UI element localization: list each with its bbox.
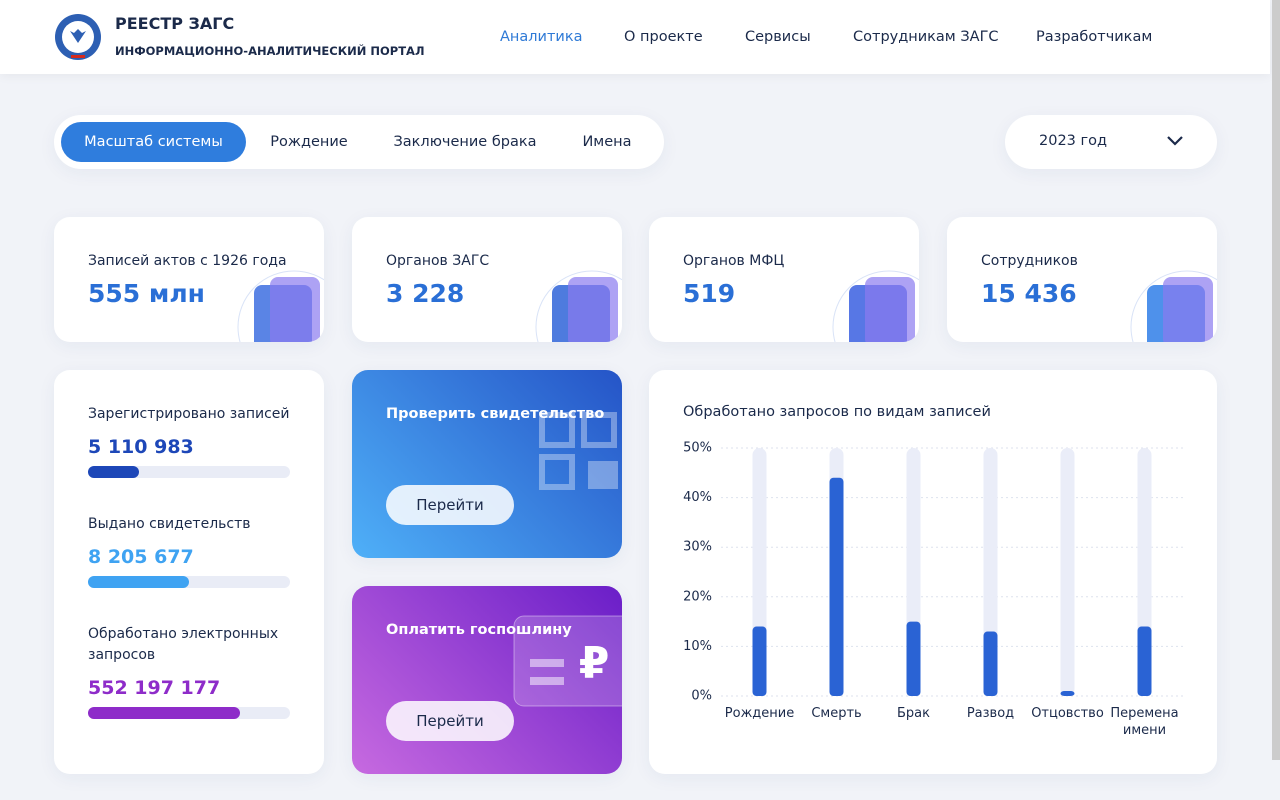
action-title: Оплатить госпошлину: [386, 622, 572, 638]
year-select[interactable]: 2023 год: [1005, 115, 1217, 169]
x-tick-label: Брак: [897, 706, 930, 721]
y-tick-label: 40%: [683, 490, 712, 505]
site-subtitle: ИНФОРМАЦИОННО-АНАЛИТИЧЕСКИЙ ПОРТАЛ: [115, 44, 425, 58]
y-tick-label: 50%: [683, 441, 712, 456]
progress-fill: [88, 576, 189, 588]
y-tick-label: 0%: [691, 689, 712, 704]
ruble-icon: ₽: [513, 615, 622, 707]
chevron: [1167, 136, 1183, 146]
stat-icon: [1130, 270, 1217, 342]
stat-value: 3 228: [386, 279, 465, 308]
nav-link[interactable]: Сервисы: [745, 29, 811, 45]
scrollbar[interactable]: [1272, 0, 1280, 760]
icon-shape: [865, 277, 915, 342]
stat-icon: [832, 270, 919, 342]
action-button[interactable]: Перейти: [386, 485, 514, 525]
progress-track: [88, 707, 290, 719]
y-tick-label: 30%: [683, 540, 712, 555]
stat-label: Органов МФЦ: [683, 253, 785, 269]
nav-link[interactable]: Сотрудникам ЗАГС: [853, 29, 999, 45]
stat-card: Записей актов с 1926 года 555 млн: [54, 217, 324, 342]
nav-link[interactable]: Аналитика: [500, 29, 583, 45]
x-tick-label: Рождение: [724, 706, 795, 721]
stat-value: 15 436: [981, 279, 1077, 308]
x-tick-label: Развод: [966, 706, 1015, 721]
chart-card: Обработано запросов по видам записей 0% 1…: [649, 370, 1217, 774]
progress-value: 552 197 177: [88, 677, 221, 699]
stat-icon: [535, 270, 622, 342]
stat-label: Органов ЗАГС: [386, 253, 490, 269]
stat-card: Сотрудников 15 436: [947, 217, 1217, 342]
progress-value: 8 205 677: [88, 546, 194, 568]
y-tick-label: 10%: [683, 639, 712, 654]
logo: [55, 14, 101, 60]
icon-shape: [568, 277, 618, 342]
year-value: 2023 год: [1039, 133, 1108, 149]
tab[interactable]: Имена: [582, 134, 632, 150]
progress-label: Обработано электронных запросов: [88, 626, 279, 663]
svg-text:₽: ₽: [579, 638, 610, 689]
icon-ring: [1130, 270, 1217, 342]
stat-card: Органов МФЦ 519: [649, 217, 919, 342]
progress-fill: [88, 707, 240, 719]
icon-shape: [1163, 277, 1213, 342]
action-title: Проверить свидетельство: [386, 406, 605, 422]
progress-card: Зарегистрировано записей 5 110 983 Выдано …: [54, 370, 324, 774]
tab[interactable]: Заключение брака: [393, 134, 537, 150]
progress-track: [88, 576, 290, 588]
tab[interactable]: Рождение: [270, 134, 348, 150]
chart-title: Обработано запросов по видам записей: [683, 404, 991, 420]
icon-shape: [270, 277, 320, 342]
chart: 0% 10% 20% 30% 40% 50%: [683, 441, 1183, 704]
icon-ring: [832, 270, 919, 342]
icon-ring: [237, 270, 324, 342]
bar: [752, 626, 767, 696]
progress-track: [88, 466, 290, 478]
stat-label: Записей актов с 1926 года: [88, 253, 287, 269]
bar-track: [1060, 448, 1075, 696]
x-tick-label: Перемена имени: [1110, 706, 1179, 738]
progress-label: Выдано свидетельств: [88, 516, 251, 532]
icon-ring: [535, 270, 622, 342]
x-tick-label: Смерть: [811, 706, 862, 721]
bar: [1060, 691, 1075, 696]
qr-icon: [539, 412, 618, 490]
stat-label: Сотрудников: [981, 253, 1078, 269]
header: РЕЕСТР ЗАГС ИНФОРМАЦИОННО-АНАЛИТИЧЕСКИЙ …: [0, 0, 1270, 74]
progress-value: 5 110 983: [88, 436, 194, 458]
stat-icon: [237, 270, 324, 342]
nav-link[interactable]: О проекте: [624, 29, 703, 45]
action-card: ₽ Оплатить госпошлину Перейти: [352, 586, 622, 774]
bar: [1137, 626, 1152, 696]
bar: [906, 621, 921, 696]
tab-active[interactable]: Масштаб системы: [61, 122, 246, 162]
nav-link[interactable]: Разработчикам: [1036, 29, 1153, 45]
stat-value: 555 млн: [88, 279, 205, 308]
progress-label: Зарегистрировано записей: [88, 406, 290, 422]
y-tick-label: 20%: [683, 589, 712, 604]
action-card: Проверить свидетельство Перейти: [352, 370, 622, 558]
x-tick-label: Отцовство: [1031, 706, 1104, 721]
site-title: РЕЕСТР ЗАГС: [115, 14, 235, 33]
bar: [829, 477, 844, 696]
progress-fill: [88, 466, 139, 478]
stat-card: Органов ЗАГС 3 228: [352, 217, 622, 342]
stat-value: 519: [683, 279, 736, 308]
bar: [983, 631, 998, 696]
action-button[interactable]: Перейти: [386, 701, 514, 741]
